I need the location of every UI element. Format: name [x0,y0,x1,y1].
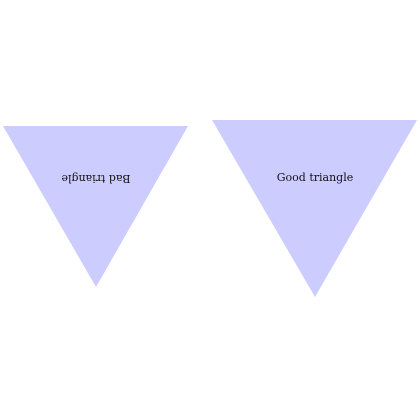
bad-triangle-shape [3,126,188,287]
bad-triangle-label: Bad triangle [61,172,130,185]
good-triangle-label: Good triangle [277,171,353,184]
good-triangle-shape [212,120,417,297]
bad-triangle-group: Bad triangle [3,126,188,287]
good-triangle-group: Good triangle [212,120,417,297]
